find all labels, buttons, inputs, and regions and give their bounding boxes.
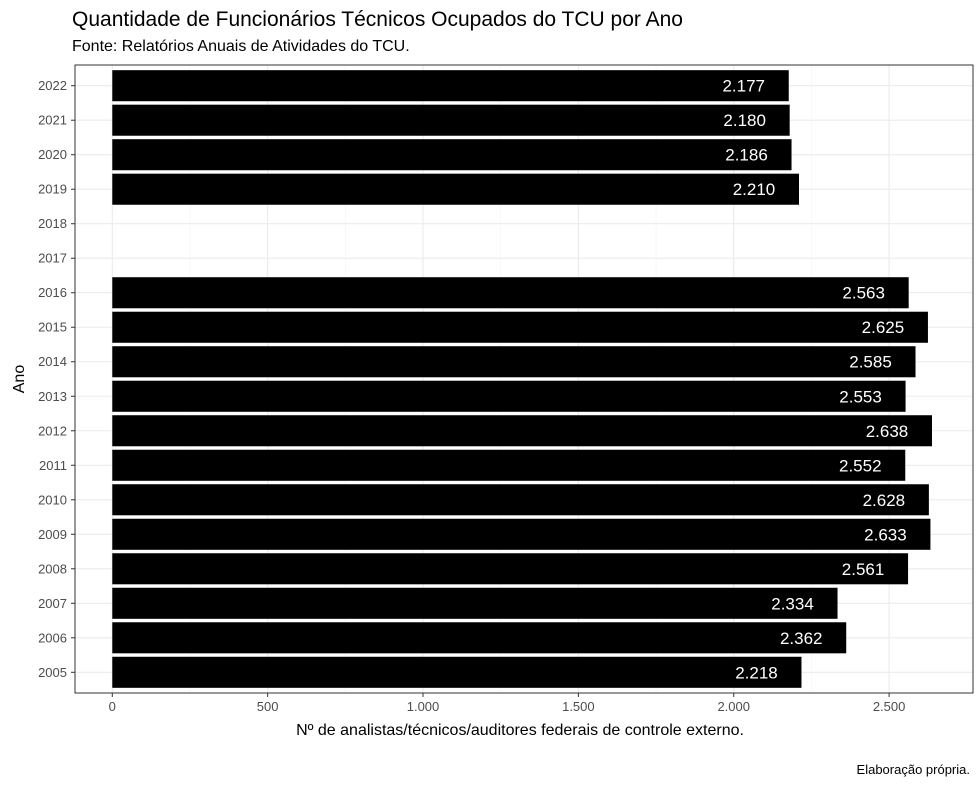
bar-2007 (112, 587, 838, 619)
x-axis-ticks: 0 500 1.000 1.500 2.000 2.500 (109, 693, 906, 714)
bar-2014 (112, 346, 916, 378)
bar-value-label: 2.553 (839, 387, 882, 406)
bar-value-label: 2.633 (864, 525, 907, 544)
y-tick-label: 2017 (38, 251, 67, 266)
x-tick-label: 1.500 (562, 699, 595, 714)
x-tick-label: 500 (257, 699, 279, 714)
bar-value-label: 2.177 (722, 77, 765, 96)
bar-value-label: 2.625 (862, 318, 905, 337)
plot-panel-border (74, 64, 974, 694)
y-tick-label: 2012 (38, 423, 67, 438)
y-tick-label: 2006 (38, 630, 67, 645)
bar-2012 (112, 415, 932, 447)
y-tick-label: 2010 (38, 492, 67, 507)
bar-value-label: 2.552 (839, 456, 882, 475)
bar-value-label: 2.210 (733, 180, 776, 199)
y-tick-label: 2011 (39, 458, 67, 473)
bar-value-label: 2.186 (725, 146, 768, 165)
bar-2020 (112, 139, 792, 171)
bar-2006 (112, 622, 847, 654)
chart-subtitle: Fonte: Relatórios Anuais de Atividades d… (72, 38, 410, 55)
y-axis-ticks: 2005 2006 2007 2008 2009 2010 2011 2012 2013 2014… (38, 78, 75, 680)
y-tick-label: 2005 (38, 665, 67, 680)
y-tick-label: 2013 (38, 389, 67, 404)
y-tick-label: 2016 (38, 285, 67, 300)
y-tick-label: 2007 (38, 596, 67, 611)
bar-2005 (112, 656, 802, 688)
x-tick-label: 1.000 (407, 699, 440, 714)
x-tick-label: 2.500 (873, 699, 906, 714)
chart-caption: Elaboração própria. (856, 762, 970, 777)
y-tick-label: 2019 (38, 182, 67, 197)
chart-title: Quantidade de Funcionários Técnicos Ocup… (72, 8, 683, 31)
bar-value-label: 2.334 (771, 594, 814, 613)
bar-value-label: 2.561 (842, 560, 885, 579)
y-axis-label: Ano (11, 365, 28, 394)
bar-value-label: 2.180 (723, 111, 766, 130)
bar-2008 (112, 553, 909, 585)
y-tick-label: 2022 (38, 78, 67, 93)
bar-2019 (112, 173, 799, 205)
bar-2016 (112, 277, 909, 309)
bar-value-label: 2.638 (866, 422, 909, 441)
y-tick-label: 2009 (38, 527, 67, 542)
bar-value-label: 2.362 (780, 629, 823, 648)
bar-value-label: 2.563 (842, 284, 885, 303)
bars (112, 70, 932, 688)
bar-value-label: 2.218 (735, 663, 778, 682)
bar-value-label: 2.585 (849, 353, 892, 372)
x-tick-label: 0 (109, 699, 116, 714)
bar-2021 (112, 104, 790, 136)
bar-2022 (112, 70, 789, 102)
bar-value-label: 2.628 (863, 491, 906, 510)
y-tick-label: 2020 (38, 147, 67, 162)
bar-2009 (112, 518, 931, 550)
bar-2013 (112, 380, 906, 412)
y-tick-label: 2015 (38, 320, 67, 335)
bar-2011 (112, 449, 906, 481)
bar-2015 (112, 311, 928, 343)
y-tick-label: 2018 (38, 216, 67, 231)
y-tick-label: 2008 (38, 561, 67, 576)
bar-2010 (112, 484, 929, 516)
x-tick-label: 2.000 (717, 699, 750, 714)
y-tick-label: 2014 (38, 354, 67, 369)
x-axis-label: Nº de analistas/técnicos/auditores feder… (296, 722, 744, 739)
y-tick-label: 2021 (38, 113, 67, 128)
